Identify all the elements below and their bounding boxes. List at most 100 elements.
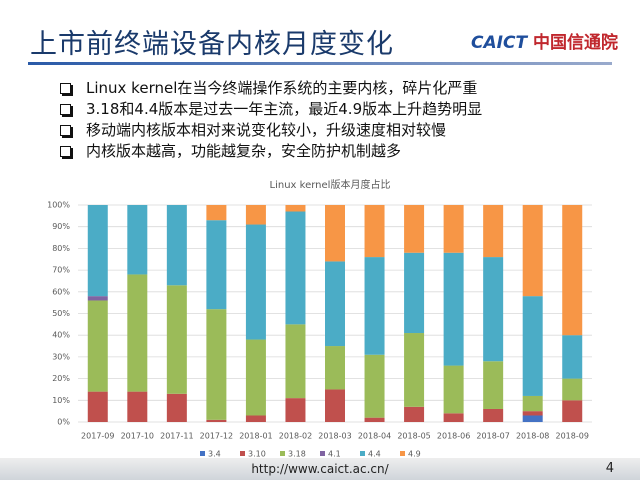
bar-segment	[87, 205, 108, 297]
bar-segment	[206, 220, 227, 310]
bar-segment	[522, 411, 543, 416]
bar-segment	[364, 257, 385, 355]
x-tick-label: 2017-12	[200, 432, 233, 441]
bar-segment	[562, 335, 583, 379]
x-tick-label: 2018-04	[358, 432, 391, 441]
x-tick-label: 2018-05	[397, 432, 430, 441]
bar-segment	[245, 415, 266, 422]
y-tick-label: 40%	[52, 331, 70, 340]
bullet: 3.18和4.4版本是过去一年主流，最近4.9版本上升趋势明显	[60, 99, 482, 120]
bar-segment	[87, 300, 108, 392]
bar-segment	[364, 354, 385, 418]
bar-segment	[562, 205, 583, 336]
bar-segment	[206, 419, 227, 422]
bar-segment	[206, 205, 227, 221]
bullet: 移动端内核版本相对来说变化较小，升级速度相对较慢	[60, 120, 482, 141]
bar-segment	[404, 333, 425, 407]
logo-text: 中国信通院	[533, 33, 618, 53]
bar-segment	[483, 257, 504, 362]
bar-segment	[285, 398, 306, 422]
chart: Linux kernel版本月度占比 0% 10% 20% 30% 40% 50% 60% 7…	[47, 178, 592, 459]
bar-segment	[364, 417, 385, 422]
legend-label: 3.4	[208, 450, 221, 459]
bar-segment	[443, 365, 464, 414]
x-tick-label: 2017-10	[121, 432, 154, 441]
title-rule	[28, 62, 612, 65]
legend-swatch	[200, 451, 205, 456]
bar-segment	[325, 261, 345, 347]
x-tick-label: 2018-09	[556, 432, 589, 441]
x-tick-label: 2018-01	[239, 432, 272, 441]
chart-title: Linux kernel版本月度占比	[270, 178, 391, 191]
bar-segment	[285, 211, 306, 325]
bullet: 内核版本越高，功能越复杂，安全防护机制越多	[60, 141, 482, 162]
y-tick-label: 60%	[52, 287, 70, 296]
x-tick-label: 2018-03	[318, 432, 351, 441]
bar-segment	[166, 285, 187, 394]
x-tick-label: 2018-02	[279, 432, 312, 441]
bar-segment	[87, 391, 108, 422]
logo-prefix: CAICT	[471, 33, 528, 53]
legend-label: 3.18	[288, 450, 306, 459]
legend-swatch	[280, 451, 285, 456]
footer-url: http://www.caict.ac.cn/	[251, 462, 389, 476]
legend-swatch	[360, 451, 365, 456]
y-tick-label: 30%	[52, 352, 70, 361]
y-tick-label: 70%	[52, 266, 70, 275]
bullet-list: Linux kernel在当今终端操作系统的主要内核，碎片化严重 3.18和4.…	[60, 78, 482, 162]
bar-segment	[127, 205, 148, 275]
bar-segment	[245, 339, 266, 416]
bar-segment	[285, 205, 306, 212]
y-tick-label: 10%	[52, 396, 70, 405]
bar-segment	[127, 274, 148, 392]
y-tick-label: 100%	[47, 201, 70, 210]
bar-segment	[325, 389, 345, 422]
bar-segment	[522, 395, 543, 412]
bar-segment	[522, 415, 543, 422]
bar-segment	[87, 296, 108, 301]
bullet: Linux kernel在当今终端操作系统的主要内核，碎片化严重	[60, 78, 482, 99]
bar-segment	[166, 205, 187, 286]
logo: CAICT 中国信通院	[471, 28, 618, 53]
legend-swatch	[320, 451, 325, 456]
bar-segment	[325, 205, 345, 262]
slide-title: 上市前终端设备内核月度变化	[30, 29, 394, 60]
bar-segment	[364, 205, 385, 258]
bar-segment	[562, 378, 583, 401]
legend-swatch	[240, 451, 245, 456]
legend-label: 3.10	[248, 450, 266, 459]
y-tick-label: 20%	[52, 374, 70, 383]
footer-bar	[0, 458, 640, 480]
bar-segment	[404, 252, 425, 334]
x-tick-label: 2018-07	[476, 432, 509, 441]
bar-segment	[483, 408, 504, 422]
bar-segment	[443, 252, 464, 366]
bar-segment	[206, 309, 227, 420]
bar-segment	[325, 346, 345, 390]
bar-segment	[522, 205, 543, 297]
bar-segment	[522, 296, 543, 396]
bar-segment	[404, 406, 425, 422]
legend-label: 4.4	[368, 450, 381, 459]
legend-label: 4.1	[328, 450, 341, 459]
y-tick-label: 90%	[52, 222, 70, 231]
legend-swatch	[400, 451, 405, 456]
page-number: 4	[605, 461, 614, 476]
bar-segment	[127, 391, 148, 422]
y-tick-label: 50%	[52, 309, 70, 318]
bar-segment	[166, 393, 187, 422]
x-tick-label: 2018-08	[516, 432, 549, 441]
bar-segment	[245, 224, 266, 340]
bar-segment	[443, 413, 464, 422]
legend-label: 4.9	[408, 450, 421, 459]
x-tick-label: 2017-11	[160, 432, 193, 441]
bar-segment	[443, 205, 464, 253]
bar-segment	[245, 205, 266, 225]
bar-segment	[404, 205, 425, 253]
x-tick-label: 2017-09	[81, 432, 114, 441]
y-tick-label: 0%	[57, 418, 70, 427]
bar-segment	[285, 324, 306, 399]
bar-segment	[483, 205, 504, 258]
y-tick-label: 80%	[52, 244, 70, 253]
